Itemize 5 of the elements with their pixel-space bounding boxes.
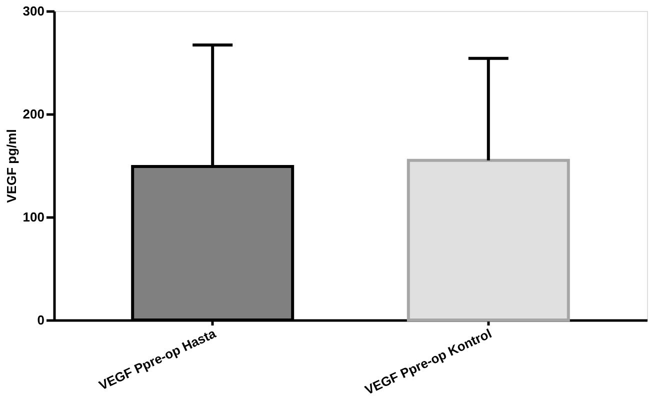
y-axis-title: VEGF pg/ml bbox=[4, 129, 19, 203]
y-tick-label: 300 bbox=[22, 4, 44, 18]
y-tick-label: 0 bbox=[37, 312, 44, 328]
y-tick-label: 200 bbox=[22, 106, 44, 122]
y-tick-label: 100 bbox=[22, 210, 44, 224]
